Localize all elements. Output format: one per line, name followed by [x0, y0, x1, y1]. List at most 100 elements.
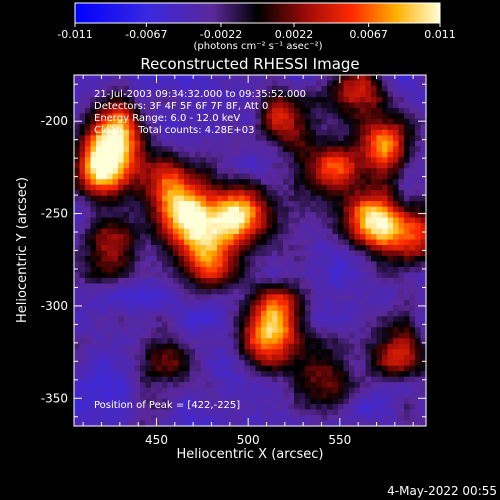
heatmap-cell: [222, 234, 229, 241]
heatmap-cell: [173, 316, 180, 323]
heatmap-cell: [321, 85, 328, 93]
heatmap-cell: [90, 85, 97, 93]
heatmap-cell: [371, 299, 378, 306]
heatmap-cell: [398, 409, 405, 416]
heatmap-cell: [244, 91, 251, 98]
heatmap-cell: [90, 387, 97, 394]
heatmap-cell: [343, 85, 350, 93]
heatmap-cell: [283, 245, 290, 252]
heatmap-cell: [310, 129, 317, 136]
heatmap-cell: [79, 140, 86, 147]
heatmap-cell: [371, 140, 378, 147]
heatmap-cell: [382, 415, 389, 422]
heatmap-cell: [79, 261, 86, 268]
heatmap-cell: [376, 118, 383, 125]
heatmap-cell: [233, 195, 240, 202]
heatmap-cell: [382, 129, 389, 136]
heatmap-cell: [134, 404, 141, 411]
heatmap-cell: [277, 327, 284, 334]
heatmap-cell: [134, 376, 141, 383]
heatmap-cell: [244, 151, 251, 158]
heatmap-cell: [195, 162, 202, 169]
heatmap-cell: [261, 294, 268, 301]
heatmap-cell: [145, 195, 152, 202]
heatmap-cell: [195, 420, 202, 427]
heatmap-cell: [294, 239, 301, 246]
heatmap-cell: [74, 201, 81, 208]
heatmap-cell: [129, 305, 136, 312]
heatmap-cell: [365, 255, 372, 263]
heatmap-cell: [178, 261, 185, 268]
heatmap-cell: [145, 190, 152, 197]
heatmap-cell: [178, 409, 185, 416]
heatmap-cell: [101, 239, 108, 246]
heatmap-cell: [228, 91, 235, 98]
heatmap-cell: [349, 261, 356, 268]
heatmap-cell: [90, 201, 97, 208]
heatmap-cell: [112, 365, 119, 372]
heatmap-cell: [211, 266, 218, 274]
heatmap-cell: [173, 250, 180, 257]
heatmap-cell: [371, 343, 378, 350]
heatmap-cell: [195, 201, 202, 208]
heatmap-cell: [79, 80, 86, 87]
heatmap-cell: [409, 277, 416, 284]
heatmap-cell: [222, 85, 229, 93]
heatmap-cell: [409, 184, 416, 191]
heatmap-cell: [189, 327, 196, 334]
heatmap-cell: [118, 294, 125, 301]
heatmap-cell: [415, 173, 422, 180]
heatmap-cell: [145, 376, 152, 383]
heatmap-cell: [244, 360, 251, 367]
heatmap-cell: [217, 321, 224, 328]
heatmap-cell: [195, 118, 202, 125]
heatmap-cell: [134, 398, 141, 405]
heatmap-cell: [145, 75, 152, 82]
heatmap-cell: [244, 349, 251, 356]
heatmap-cell: [266, 310, 273, 317]
heatmap-cell: [107, 305, 114, 312]
heatmap-cell: [162, 415, 169, 422]
heatmap-cell: [266, 393, 273, 400]
heatmap-cell: [294, 107, 301, 114]
heatmap-cell: [382, 190, 389, 197]
heatmap-cell: [261, 299, 268, 306]
heatmap-cell: [250, 140, 257, 147]
heatmap-cell: [277, 371, 284, 378]
heatmap-cell: [360, 316, 367, 323]
heatmap-cell: [299, 365, 306, 372]
heatmap-cell: [261, 349, 268, 356]
heatmap-cell: [217, 310, 224, 317]
heatmap-cell: [85, 162, 92, 169]
heatmap-cell: [206, 124, 213, 131]
heatmap-cell: [211, 371, 218, 378]
heatmap-cell: [85, 277, 92, 284]
heatmap-cell: [178, 398, 185, 405]
heatmap-cell: [244, 321, 251, 328]
heatmap-cell: [316, 420, 323, 427]
heatmap-cell: [228, 217, 235, 224]
heatmap-cell: [365, 382, 372, 389]
heatmap-cell: [239, 146, 246, 153]
heatmap-cell: [294, 360, 301, 367]
heatmap-cell: [250, 415, 257, 422]
heatmap-cell: [173, 338, 180, 345]
heatmap-cell: [299, 96, 306, 104]
heatmap-cell: [415, 409, 422, 416]
heatmap-cell: [398, 393, 405, 400]
heatmap-cell: [173, 404, 180, 411]
heatmap-cell: [184, 316, 191, 323]
heatmap-cell: [145, 168, 152, 175]
heatmap-cell: [294, 173, 301, 180]
heatmap-cell: [222, 75, 229, 82]
heatmap-cell: [316, 91, 323, 98]
heatmap-cell: [145, 393, 152, 400]
heatmap-cell: [321, 140, 328, 147]
heatmap-cell: [85, 393, 92, 400]
heatmap-cell: [272, 382, 279, 389]
heatmap-cell: [217, 250, 224, 257]
heatmap-cell: [409, 173, 416, 180]
heatmap-cell: [365, 107, 372, 114]
heatmap-cell: [343, 201, 350, 208]
heatmap-cell: [74, 250, 81, 257]
